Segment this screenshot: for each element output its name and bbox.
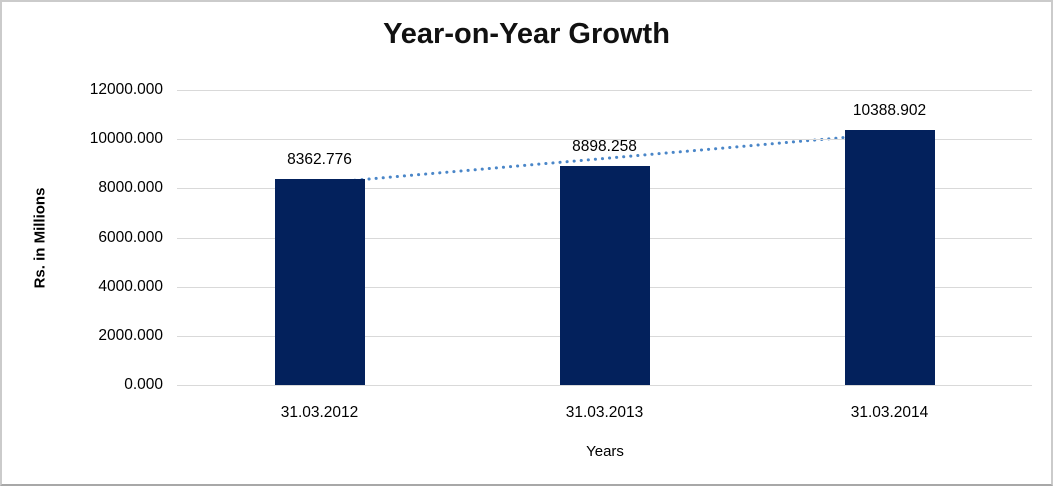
bar-value-label: 8898.258: [572, 138, 637, 156]
chart-title: Year-on-Year Growth: [383, 18, 670, 50]
bar: [559, 166, 650, 385]
bar-value-label: 8362.776: [287, 151, 352, 169]
bar: [844, 129, 935, 385]
gridline: [177, 385, 1032, 386]
gridline: [177, 90, 1032, 91]
y-tick-label: 2000.000: [98, 326, 163, 344]
x-tick-label: 31.03.2013: [565, 404, 644, 421]
y-tick-label: 10000.000: [89, 130, 163, 148]
x-axis-title: Years: [586, 443, 624, 460]
bar-value-label: 10388.902: [852, 101, 927, 119]
gridline: [177, 139, 1032, 141]
y-tick-label: 6000.000: [98, 228, 163, 246]
bar: [274, 179, 365, 385]
x-tick-label: 31.03.2012: [280, 404, 359, 421]
x-tick-label: 31.03.2014: [850, 404, 929, 421]
y-tick-label: 8000.000: [98, 179, 163, 197]
y-tick-label: 12000.000: [89, 81, 163, 98]
y-tick-label: 0.000: [124, 376, 163, 393]
y-tick-label: 4000.000: [98, 277, 163, 295]
plot-area: 8362.776 8898.258 10388.902: [177, 90, 1032, 386]
